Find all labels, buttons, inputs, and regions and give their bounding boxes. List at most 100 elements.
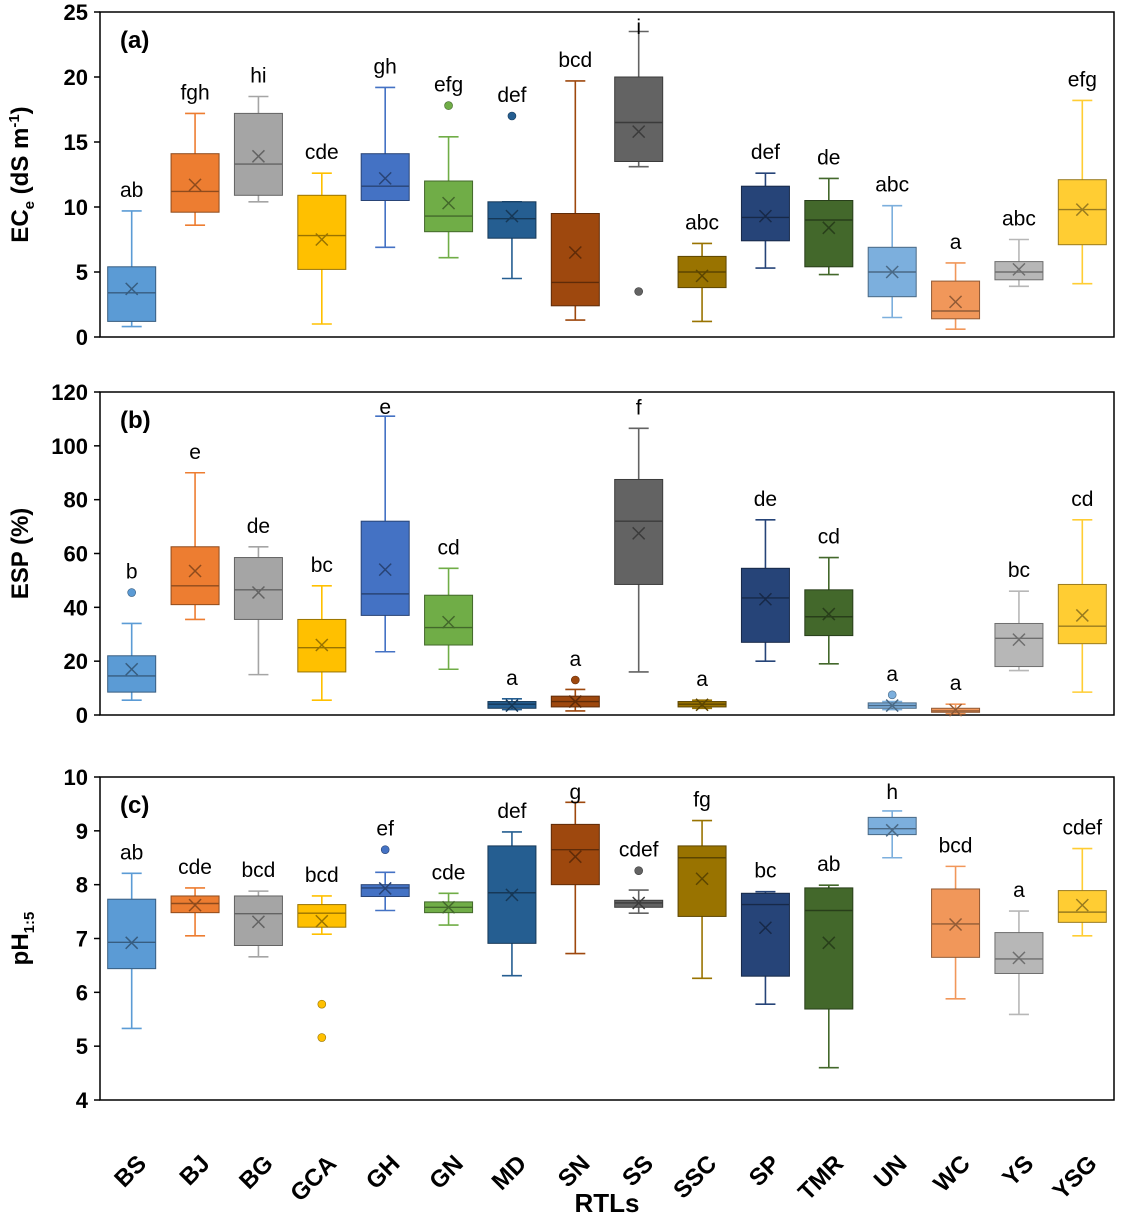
significance-letter: a <box>886 663 898 686</box>
mean-marker <box>758 209 772 223</box>
mean-marker <box>758 592 772 606</box>
box-iqr <box>1057 583 1107 645</box>
mean-marker <box>822 607 836 621</box>
significance-letter: abc <box>685 211 719 234</box>
mean-marker <box>505 888 519 902</box>
mean-marker <box>1075 203 1089 217</box>
x-category-label: SS <box>617 1150 659 1192</box>
significance-letter: de <box>247 515 270 538</box>
mean-marker <box>188 564 202 578</box>
mean-marker <box>315 638 329 652</box>
mean-marker <box>822 936 836 950</box>
box-YSG: efg <box>1057 68 1107 285</box>
box-BJ: cde <box>170 856 220 937</box>
box-YS: a <box>994 879 1044 1016</box>
x-category-label: BS <box>109 1150 152 1193</box>
x-category-label: YSG <box>1048 1150 1103 1205</box>
mean-marker <box>442 900 456 914</box>
outlier-point <box>127 588 136 597</box>
box-BG: hi <box>233 65 283 203</box>
box-BS: ab <box>107 179 157 328</box>
significance-letter: ab <box>120 841 143 864</box>
significance-letter: a <box>950 231 962 254</box>
box-iqr <box>1057 179 1107 246</box>
outlier-point <box>887 690 897 700</box>
significance-letter: def <box>497 84 526 107</box>
y-tick-label: 0 <box>76 325 88 350</box>
box-iqr <box>297 904 347 928</box>
box-GCA: cde <box>297 141 347 325</box>
box-iqr <box>804 589 854 637</box>
y-tick-label: 5 <box>76 260 88 285</box>
significance-letter: de <box>754 488 777 511</box>
box-iqr <box>550 213 600 307</box>
significance-letter: cd <box>437 536 459 559</box>
x-category-label: MD <box>487 1150 532 1195</box>
box-iqr <box>994 261 1044 281</box>
significance-letter: efg <box>434 74 463 97</box>
significance-letter: ab <box>817 853 840 876</box>
x-axis-title: RTLs <box>575 1188 640 1218</box>
box-BS: ab <box>107 841 157 1030</box>
y-tick-label: 40 <box>64 595 88 620</box>
box-iqr <box>740 892 790 977</box>
mean-marker <box>695 872 709 886</box>
box-YS: bc <box>994 559 1044 672</box>
x-category-label: TMR <box>793 1150 849 1206</box>
box-iqr <box>740 185 790 242</box>
x-category-label: SN <box>553 1150 596 1193</box>
mean-marker <box>949 917 963 932</box>
y-tick-label: 100 <box>51 434 88 459</box>
box-GH: ef <box>360 818 410 912</box>
mean-marker <box>125 936 139 950</box>
x-category-label: BJ <box>175 1150 216 1191</box>
mean-marker <box>885 823 899 837</box>
significance-letter: gh <box>374 55 397 78</box>
mean-marker <box>1012 633 1026 647</box>
box-UN: a <box>867 663 917 713</box>
box-WC: a <box>931 672 981 717</box>
y-tick-label: 10 <box>64 195 88 220</box>
box-BJ: fgh <box>170 81 220 226</box>
box-UN: abc <box>867 174 917 319</box>
y-tick-label: 20 <box>64 65 88 90</box>
box-iqr <box>804 200 854 268</box>
significance-letter: cdef <box>619 839 659 862</box>
box-TMR: ab <box>804 853 854 1069</box>
box-iqr <box>1057 890 1107 923</box>
box-MD: def <box>487 84 537 280</box>
significance-letter: bc <box>1008 559 1030 582</box>
box-SP: de <box>740 488 790 662</box>
y-tick-label: 80 <box>64 488 88 513</box>
panel-1: 0 5 10 15 20 25 (a) ECe (dS m-1) ab fgh hi cde gh efg… <box>6 0 1115 350</box>
mean-marker <box>125 282 139 296</box>
significance-letter: bcd <box>305 864 339 887</box>
significance-letter: cde <box>178 856 212 879</box>
significance-letter: ab <box>120 179 143 202</box>
significance-letter: e <box>379 396 391 419</box>
box-TMR: de <box>804 146 854 276</box>
outlier-point <box>317 1033 327 1042</box>
box-BG: bcd <box>233 859 283 958</box>
box-GH: e <box>360 396 410 653</box>
mean-marker <box>568 695 582 709</box>
significance-letter: b <box>126 561 138 584</box>
y-axis-title: ECe (dS m-1) <box>6 106 38 242</box>
box-iqr <box>297 194 347 270</box>
box-iqr <box>107 655 157 693</box>
box-iqr <box>424 594 474 646</box>
significance-letter: bc <box>754 860 776 883</box>
mean-marker <box>1075 608 1089 622</box>
mean-marker <box>378 881 392 895</box>
mean-marker <box>1012 262 1026 276</box>
significance-letter: cd <box>1071 488 1093 511</box>
mean-marker <box>632 526 646 540</box>
significance-letter: cde <box>305 141 339 164</box>
box-BG: de <box>233 515 283 676</box>
significance-letter: fgh <box>180 81 209 104</box>
box-SS: cdef <box>614 839 664 914</box>
mean-marker <box>505 699 519 713</box>
y-tick-label: 7 <box>76 927 88 952</box>
significance-letter: fg <box>693 789 711 812</box>
